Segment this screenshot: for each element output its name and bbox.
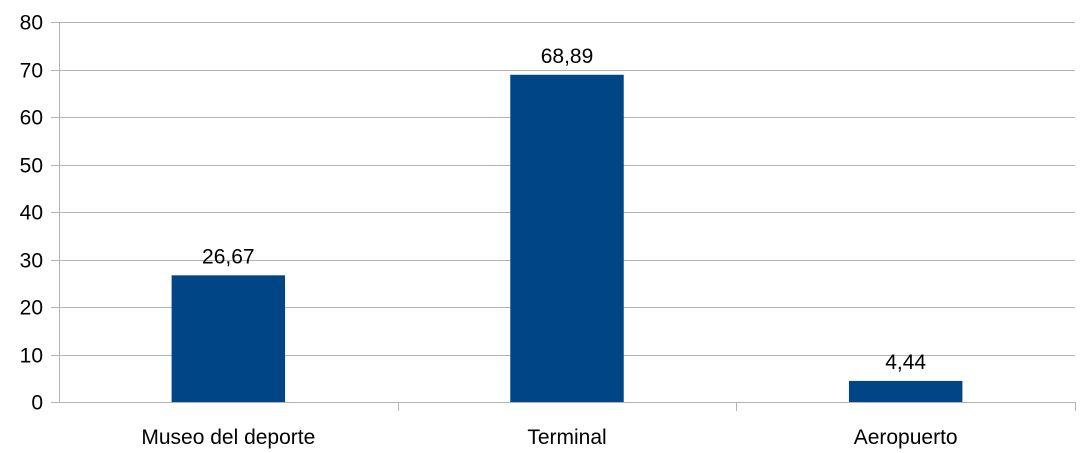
labels: 0 10 20 30 40 50 60 70 80 26,67 Museo del deporte 6… — [20, 12, 958, 450]
y-tick-label: 0 — [31, 392, 43, 415]
y-tick-label: 80 — [20, 12, 43, 35]
x-tick-label: Aeropuerto — [854, 426, 958, 449]
bar-terminal — [510, 74, 624, 403]
y-tick-label: 40 — [20, 202, 43, 225]
y-tick-label: 20 — [20, 297, 43, 320]
data-label: 26,67 — [202, 245, 255, 268]
data-label: 4,44 — [885, 351, 926, 374]
y-tick-label: 70 — [20, 60, 43, 83]
bars — [171, 74, 963, 403]
x-tick-label: Terminal — [527, 426, 606, 449]
y-tick-label: 10 — [20, 345, 43, 368]
y-tick-label: 30 — [20, 250, 43, 273]
y-tick-label: 60 — [20, 107, 43, 130]
axes — [51, 22, 1076, 411]
x-tick-label: Museo del deporte — [141, 426, 315, 449]
bar-museo-del-deporte — [171, 275, 286, 402]
y-tick-label: 50 — [20, 155, 43, 178]
data-label: 68,89 — [541, 45, 594, 68]
bar-aeropuerto — [848, 380, 963, 402]
